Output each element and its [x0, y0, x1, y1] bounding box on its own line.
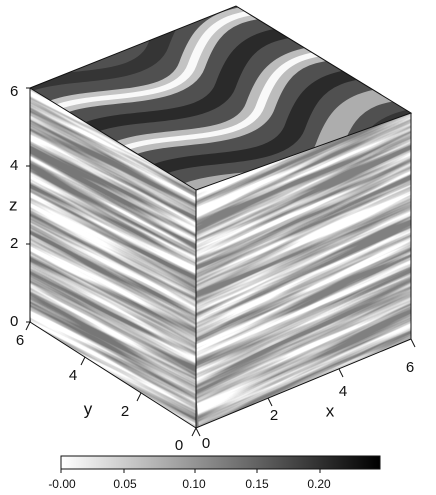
colorbar-gradient: [60, 455, 381, 470]
x-tick-label: 0: [202, 435, 210, 452]
y-tick-label: 0: [175, 437, 183, 454]
y-axis: 0 2 4 6 y: [16, 321, 197, 454]
z-axis-label: z: [9, 195, 18, 214]
colorbar-tick-label: 0.15: [245, 477, 269, 491]
z-axis: 0 2 4 6 z: [9, 83, 30, 330]
y-axis-label: y: [84, 399, 93, 418]
x-axis: 0 2 4 6 x: [195, 338, 416, 452]
colorbar-tick-label: -0.00: [48, 477, 76, 491]
colorbar-tick-label: 0.05: [113, 477, 137, 491]
colorbar: -0.00 0.05 0.10 0.15 0.20: [48, 455, 381, 491]
y-tick-label: 6: [16, 332, 24, 349]
colorbar-tick-label: 0.10: [182, 477, 206, 491]
x-tick-label: 2: [270, 407, 278, 424]
y-tick-label: 2: [121, 403, 129, 420]
z-tick-label: 6: [10, 83, 18, 100]
x-axis-label: x: [326, 401, 335, 420]
z-tick-label: 0: [10, 313, 18, 330]
x-tick-label: 6: [406, 359, 414, 376]
y-tick-label: 4: [69, 367, 77, 384]
z-tick-label: 2: [10, 235, 18, 252]
x-tick-label: 4: [339, 383, 347, 400]
colorbar-tick-label: 0.20: [307, 477, 331, 491]
z-tick-label: 4: [10, 157, 18, 174]
